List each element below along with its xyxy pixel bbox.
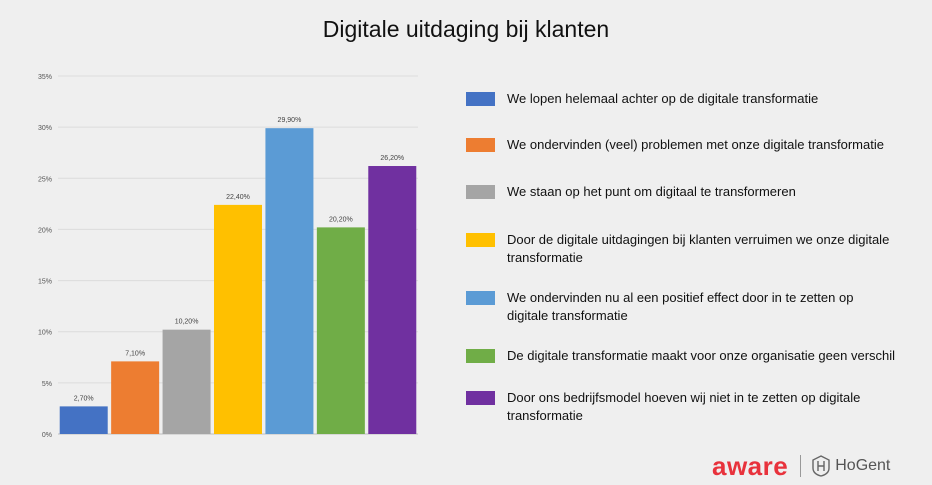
legend-item-5: We ondervinden nu al een positief effect… [466,289,916,325]
bar [59,406,108,434]
legend-item-2: We ondervinden (veel) problemen met onze… [466,136,916,154]
legend-item-3: We staan op het punt om digitaal te tran… [466,183,916,201]
data-label: 20,20% [329,216,353,223]
bar [316,227,365,434]
footer-logos: aware HoGent [712,452,890,480]
legend-swatch-7 [466,391,495,405]
data-label: 26,20% [380,155,404,162]
data-label: 29,90% [278,117,302,124]
legend-swatch-1 [466,92,495,106]
bar [214,204,262,434]
hogent-logo-text: HoGent [835,457,891,474]
legend-swatch-6 [466,349,495,363]
bar [368,166,417,435]
legend-swatch-2 [466,138,495,152]
legend-label-6: De digitale transformatie maakt voor onz… [507,348,896,363]
y-tick-label: 20% [38,227,52,234]
y-tick-label: 5% [42,381,52,388]
legend-item-1: We lopen helemaal achter op de digitale … [466,90,916,108]
data-label: 22,40% [226,194,250,201]
legend-item-4: Door de digitale uitdagingen bij klanten… [466,231,916,267]
y-tick-label: 0% [42,432,52,439]
y-tick-label: 35% [38,74,52,81]
legend-label-3: We staan op het punt om digitaal te tran… [507,184,796,199]
y-tick-label: 25% [38,176,52,183]
logo-divider [800,455,802,477]
legend-swatch-5 [466,291,495,305]
data-label: 7,10% [125,350,145,357]
legend-swatch-4 [466,233,495,247]
aware-logo: aware [712,451,789,481]
bar [162,329,211,434]
data-label: 10,20% [175,319,199,326]
y-tick-label: 15% [38,279,52,286]
legend-label-1: We lopen helemaal achter op de digitale … [507,91,819,106]
legend-label-5: We ondervinden nu al een positief effect… [507,290,854,323]
legend-item-6: De digitale transformatie maakt voor onz… [466,347,916,365]
legend-label-4: Door de digitale uitdagingen bij klanten… [507,232,890,265]
bar [265,128,314,434]
chart-title: Digitale uitdaging bij klanten [322,16,610,42]
y-tick-label: 30% [38,125,52,132]
legend-label-2: We ondervinden (veel) problemen met onze… [507,137,884,152]
bar [111,361,160,434]
hogent-shield-icon [812,455,830,477]
y-tick-label: 10% [38,330,52,337]
data-label: 2,70% [74,395,94,402]
legend-item-7: Door ons bedrijfsmodel hoeven wij niet i… [466,389,916,425]
legend-swatch-3 [466,185,495,199]
legend-label-7: Door ons bedrijfsmodel hoeven wij niet i… [507,390,861,423]
